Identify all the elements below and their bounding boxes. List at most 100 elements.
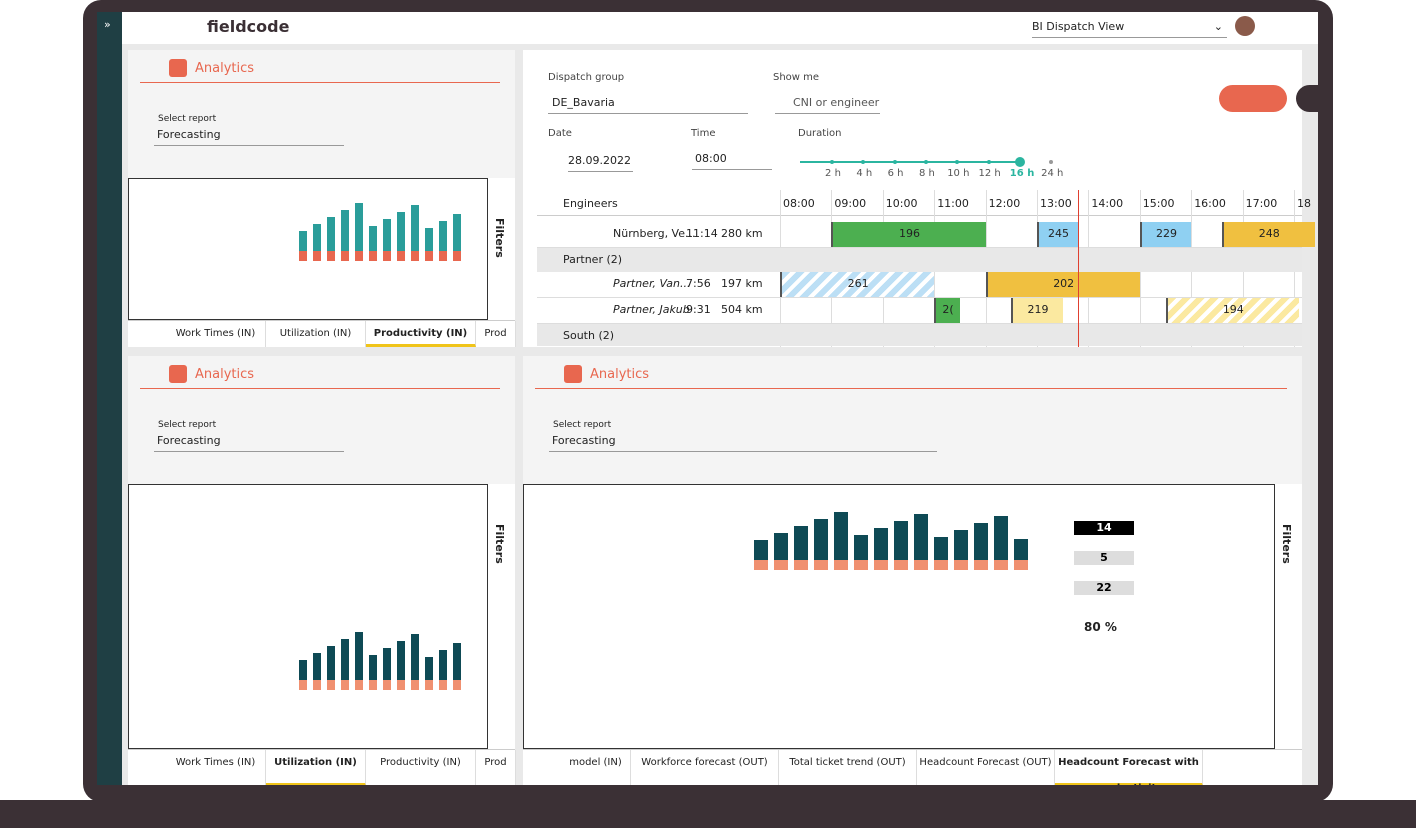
thumb-bar [411,680,419,690]
engineer-name[interactable]: Nürnberg, Ve... [613,227,696,240]
duration-dot[interactable] [892,160,897,164]
content [128,484,488,749]
tab[interactable]: Work Times (IN) [166,321,266,347]
now-line [1078,190,1080,347]
title-rule [140,388,500,389]
filters-label[interactable]: Filters [493,524,506,564]
task[interactable]: 248 [1222,222,1315,247]
duration-dot[interactable] [830,160,834,164]
thumb-bar [439,251,447,261]
avatar[interactable] [1235,16,1255,36]
select-label: Select report [158,114,217,124]
thumb-bar [327,251,335,261]
kpi-box: 14 [1074,521,1134,535]
task[interactable]: 219 [1011,298,1063,323]
thumb-bar [355,203,363,251]
tab-active[interactable]: Headcount Forecast with productivity [1055,750,1203,785]
thumb-bar [894,560,908,570]
duration-dot[interactable] [923,160,928,164]
thumb-bar [327,680,335,690]
tab[interactable]: Work Times (IN) [166,750,266,785]
thumb-bar [794,560,808,570]
task[interactable]: 194 [1165,298,1300,323]
thumb-bar [341,639,349,680]
analytics-icon [169,365,187,383]
thumb-bar [814,560,828,570]
analytics-panel: Analytics Select report Forecasting Filters… [128,356,516,785]
group-name[interactable]: South (2) [563,329,615,342]
duration-option[interactable]: 12 h [978,168,1001,179]
duration-option[interactable]: 6 h [887,168,904,179]
filters-label[interactable]: Filters [1280,524,1293,564]
tab-active[interactable]: Productivity (IN) [366,321,476,347]
report-select[interactable]: Forecasting [549,434,937,452]
thumb-bar [439,680,447,690]
tab[interactable]: Productivity (IN) [366,750,476,785]
thumb-bar [411,251,419,261]
content [128,178,488,320]
thumb-bar [453,251,461,261]
group-name[interactable]: Partner (2) [563,253,623,266]
duration-option[interactable]: 16 h [1009,168,1035,179]
tab-active[interactable]: Utilization (IN) [266,750,366,785]
report-select[interactable]: Forecasting [154,128,344,146]
engineer-name[interactable]: Partner, Van... [613,277,691,290]
thumb-bar [425,680,433,690]
thumb-bar [439,650,447,680]
duration-option[interactable]: 24 h [1041,168,1064,179]
time-select[interactable]: 08:00 [692,152,772,170]
tab[interactable]: model (IN) [561,750,631,785]
thumb-bar [369,680,377,690]
duration-dot[interactable] [986,160,991,164]
duration-option[interactable]: 8 h [918,168,935,179]
duration-dot[interactable] [861,160,866,164]
time-label: Time [691,128,716,139]
tab[interactable]: Prod [476,750,516,785]
filters-label[interactable]: Filters [493,218,506,258]
tab[interactable]: Headcount Forecast (OUT) [917,750,1055,785]
thumb-bar [397,680,405,690]
tab[interactable]: Utilization (IN) [266,321,366,347]
task[interactable]: 229 [1139,222,1192,247]
tab[interactable]: Total ticket trend (OUT) [779,750,917,785]
duration-dot[interactable] [1049,160,1054,164]
hour-label: 17:00 [1245,197,1278,210]
search[interactable]: CNI or engineer [775,96,880,114]
group-select[interactable]: DE_Bavaria [548,96,748,114]
hour-label: 10:00 [885,197,918,210]
task[interactable]: 245 [1037,222,1079,247]
task[interactable]: 202 [985,272,1140,297]
announce-button[interactable] [1219,85,1287,112]
tab[interactable]: Prod [476,321,516,347]
thumb-bar [754,540,768,560]
expand-icon[interactable]: » [104,18,111,31]
select-label: Select report [158,420,217,430]
view-select[interactable]: BI Dispatch View ⌄ [1032,20,1227,38]
show-me-label: Show me [773,72,820,83]
hour-label: 16:00 [1194,197,1226,210]
row-line [537,297,1302,298]
task[interactable]: 261 [780,272,935,297]
engineer-name[interactable]: Partner, Jakub [613,303,690,316]
engineers-label: Engineers [563,197,618,210]
thumb-bar [411,205,419,251]
date[interactable]: 28.09.2022 [568,154,633,172]
duration-option[interactable]: 2 h [825,168,841,179]
thumb-bar [854,560,868,570]
duration-dot[interactable] [955,160,960,164]
task[interactable]: 196 [831,222,986,247]
thumb-bar [874,560,888,570]
report-select[interactable]: Forecasting [154,434,344,452]
screen: » fieldcode BI Dispatch View ⌄ Analytics S… [97,12,1318,785]
tab[interactable]: Workforce forecast (OUT) [631,750,779,785]
grid-header [537,190,1302,216]
thumb-bar [774,533,788,560]
thumb-bar [383,680,391,690]
duration-option[interactable]: 4 h [856,168,873,179]
duration-option[interactable]: 10 h [947,168,970,179]
task[interactable]: 2( [934,298,960,323]
analytics-icon [564,365,582,383]
assist-button[interactable] [1296,85,1318,112]
duration-knob[interactable] [1014,157,1025,167]
thumb-bar [383,648,391,680]
